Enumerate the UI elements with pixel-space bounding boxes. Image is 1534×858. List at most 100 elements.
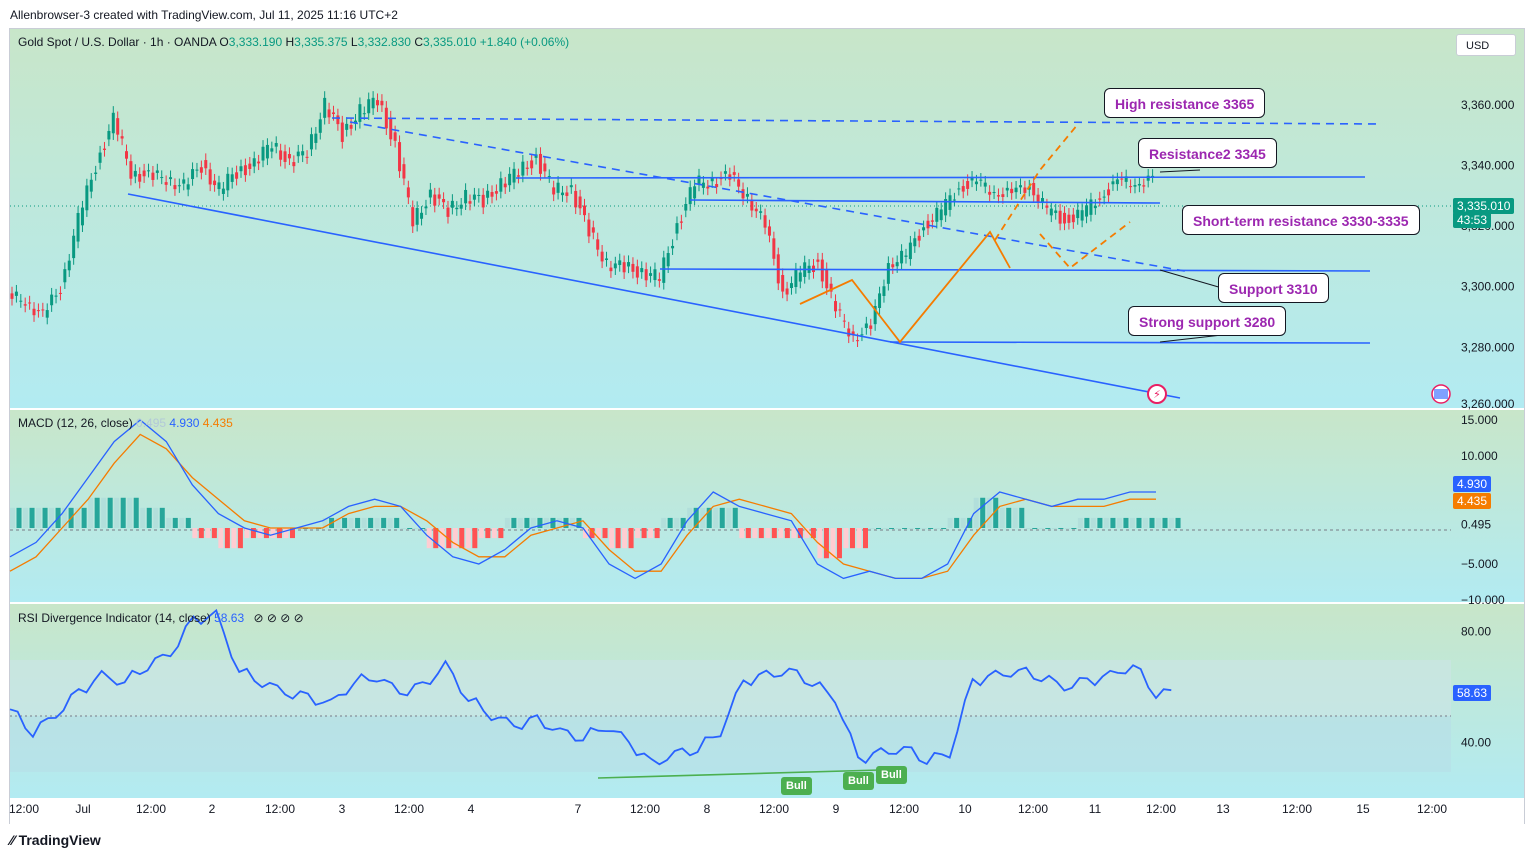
- macd-hist-bar: [732, 507, 738, 528]
- candle-body: [191, 169, 195, 180]
- candle-body: [151, 172, 155, 180]
- candle-body: [331, 112, 335, 115]
- candle-body: [287, 154, 291, 159]
- candle-body: [1142, 185, 1146, 187]
- macd-hist-bar: [934, 528, 940, 529]
- macd-hist-bar: [511, 517, 517, 528]
- macd-hist-bar: [283, 528, 289, 539]
- candle-body: [455, 207, 459, 210]
- y-tick-label: 80.00: [1461, 625, 1491, 639]
- resistance2-callout[interactable]: Resistance2 3345: [1138, 138, 1277, 168]
- support-callout[interactable]: Support 3310: [1218, 273, 1329, 303]
- descending-dashed-trendline: [349, 121, 1191, 273]
- candle-body: [208, 169, 212, 185]
- rsi-legend[interactable]: RSI Divergence Indicator (14, close) 58.…: [18, 611, 304, 625]
- candle-body: [961, 186, 965, 192]
- candle-body: [296, 151, 300, 157]
- open-value: 3,333.190: [228, 35, 283, 49]
- candle-body: [613, 263, 617, 269]
- high-resistance-callout[interactable]: High resistance 3365: [1104, 88, 1266, 118]
- candle-body: [323, 97, 327, 118]
- x-axis-ticks: 12:00 Jul 12:00 2 12:00 3 12:00 4 7 12:00 8 12:00 9 1…: [9, 802, 1447, 816]
- strong-support-callout[interactable]: Strong support 3280: [1128, 306, 1287, 336]
- candle-body: [1137, 183, 1141, 186]
- candle-body: [767, 226, 771, 236]
- symbol-legend[interactable]: Gold Spot / U.S. Dollar · 1h · OANDA O3,…: [18, 35, 569, 49]
- macd-hist-bar: [1064, 528, 1070, 529]
- macd-hist-bar: [88, 497, 94, 528]
- candle-body: [1102, 196, 1106, 198]
- macd-hist-bar: [491, 528, 497, 539]
- candle-body: [428, 189, 432, 198]
- candle-body: [578, 196, 582, 209]
- macd-hist-bar: [335, 517, 341, 528]
- candle-body: [697, 175, 701, 185]
- macd-hist-bar: [517, 517, 523, 528]
- candle-body: [657, 279, 661, 281]
- macd-hidden-value: 0.495: [136, 416, 167, 430]
- candle-body: [992, 192, 996, 194]
- macd-hist-bar: [882, 528, 888, 529]
- candle-body: [371, 97, 375, 109]
- macd-hist-bar: [257, 528, 263, 539]
- candle-body: [376, 100, 380, 106]
- candle-body: [913, 238, 917, 247]
- x-tick-label: 12:00: [630, 802, 660, 816]
- macd-hist-bar: [192, 528, 198, 539]
- macd-hist-bar: [1058, 528, 1064, 529]
- x-tick-label: 12:00: [889, 802, 919, 816]
- tradingview-logo[interactable]: ⁄⁄ TradingView: [10, 832, 101, 848]
- hidden-eye-icon[interactable]: ⊘ ⊘ ⊘ ⊘: [253, 611, 304, 625]
- low-label: L: [350, 35, 358, 49]
- chart-drawings: ⚡: [127, 117, 1451, 779]
- candle-body: [1124, 176, 1128, 182]
- candle-body: [182, 179, 186, 184]
- candle-body: [380, 100, 384, 106]
- macd-hist-bar: [407, 528, 413, 529]
- candle-body: [886, 263, 890, 284]
- candle-body: [1045, 205, 1049, 208]
- macd-hist-bar: [706, 507, 712, 528]
- macd-hist-bar: [1084, 517, 1090, 528]
- macd-hist-bar: [387, 517, 393, 528]
- candle-body: [120, 136, 124, 139]
- short-term-resistance-callout[interactable]: Short-term resistance 3330-3335: [1182, 205, 1420, 235]
- macd-hist-bar: [478, 528, 484, 539]
- candle-body: [58, 292, 62, 294]
- x-tick-label: 7: [575, 802, 582, 816]
- macd-hist-bar: [817, 528, 823, 559]
- macd-hist-bar: [439, 528, 445, 549]
- candle-body: [979, 179, 983, 181]
- macd-pane: [10, 410, 1524, 602]
- candle-body: [464, 189, 468, 204]
- y-tick-label: 40.00: [1461, 736, 1491, 750]
- macd-hist-bar: [843, 528, 849, 549]
- macd-hist-bar: [1156, 517, 1162, 528]
- y-tick-label: 10.000: [1461, 449, 1498, 463]
- macd-hist-bar: [615, 528, 621, 549]
- candle-body: [1093, 205, 1097, 209]
- candle-body: [226, 173, 230, 191]
- candle-body: [433, 194, 437, 206]
- candle-body: [974, 181, 978, 185]
- candle-body: [72, 235, 76, 259]
- currency-selector[interactable]: USD: [1456, 34, 1516, 56]
- macd-legend[interactable]: MACD (12, 26, close) 0.495 4.930 4.435: [18, 416, 233, 430]
- candle-body: [490, 192, 494, 197]
- macd-hist-bar: [374, 517, 380, 528]
- macd-hist-bar: [661, 517, 667, 528]
- candle-body: [882, 286, 886, 296]
- candle-body: [922, 227, 926, 231]
- macd-hist-bar: [654, 528, 660, 539]
- candle-body: [860, 334, 864, 336]
- attribution-text: Allenbrowser-3 created with TradingView.…: [10, 8, 398, 22]
- y-tick-label: 3,360.000: [1461, 98, 1515, 112]
- candle-body: [173, 185, 177, 190]
- candle-body: [944, 198, 948, 216]
- candle-body: [1023, 187, 1027, 193]
- candle-body: [336, 115, 340, 125]
- candle-body: [1014, 187, 1018, 193]
- candle-body: [424, 206, 428, 209]
- candle-body: [111, 112, 115, 134]
- macd-hist-bar: [16, 507, 22, 528]
